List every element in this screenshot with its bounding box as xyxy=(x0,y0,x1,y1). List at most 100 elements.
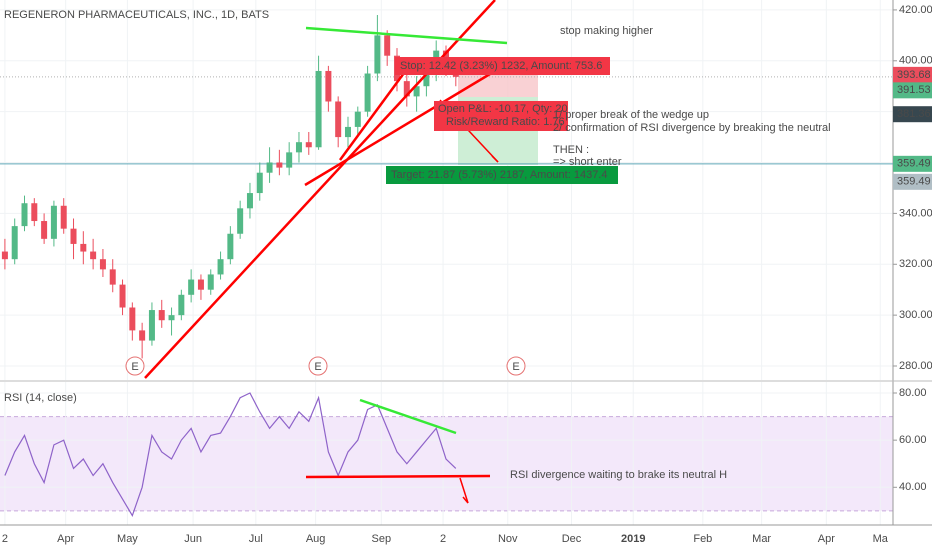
price-label-box xyxy=(893,82,932,99)
x-tick-label: Apr xyxy=(818,533,835,545)
annotation: stop making higher xyxy=(560,25,653,37)
candle-body xyxy=(256,172,263,194)
chart-title: REGENERON PHARMACEUTICALS, INC., 1D, BAT… xyxy=(4,9,269,21)
y-tick-label: 40.00 xyxy=(899,481,927,493)
earnings-marker xyxy=(125,356,145,376)
x-tick-label: Jul xyxy=(249,533,263,545)
candle-body xyxy=(158,310,165,321)
x-tick-label: Aug xyxy=(306,533,326,545)
candle-body xyxy=(384,35,391,56)
candle-body xyxy=(295,142,302,153)
candle-body xyxy=(178,294,185,316)
candle-body xyxy=(344,126,351,138)
price-label-box xyxy=(893,155,932,172)
price-label: 391.53 xyxy=(897,84,931,96)
x-tick-label: Apr xyxy=(57,533,74,545)
x-tick-label: 2 xyxy=(2,533,8,545)
x-tick-label: Feb xyxy=(693,533,712,545)
x-tick-label: 2019 xyxy=(621,533,645,545)
y-tick-label: 420.00 xyxy=(899,4,932,16)
x-tick-label: May xyxy=(117,533,138,545)
candle-body xyxy=(413,86,420,97)
candle-body xyxy=(266,162,273,173)
arrow-head xyxy=(462,496,469,504)
earnings-marker xyxy=(308,356,328,376)
rsi-annotation: RSI divergence waiting to brake its neut… xyxy=(510,469,727,481)
candle-body xyxy=(168,315,175,321)
y-tick-label: 300.00 xyxy=(899,309,932,321)
price-label: 381.36 xyxy=(897,108,931,120)
earnings-label: E xyxy=(314,361,321,373)
candle-body xyxy=(50,205,57,239)
candle-body xyxy=(286,152,293,168)
candle-body xyxy=(423,70,430,87)
candle-body xyxy=(217,259,224,275)
candle-body xyxy=(109,269,116,285)
candle-body xyxy=(21,203,28,227)
price-label: 393.68 xyxy=(897,69,931,81)
candle-body xyxy=(99,259,106,270)
candle-body xyxy=(90,251,97,260)
earnings-label: E xyxy=(131,361,138,373)
x-tick-label: 2 xyxy=(440,533,446,545)
arrow-head xyxy=(491,155,499,163)
candle-body xyxy=(70,228,77,244)
annotation: Stop: 12.42 (3.23%) 1232, Amount: 753.6 xyxy=(400,60,602,72)
price-label-box xyxy=(893,66,932,83)
price-label: 359.49 xyxy=(897,158,931,170)
annotation: 1/ proper break of the wedge up xyxy=(553,109,709,121)
y-tick-label: 280.00 xyxy=(899,360,932,372)
annotation: Risk/Reward Ratio: 1.76 xyxy=(446,116,565,128)
candle-body xyxy=(364,73,371,112)
resistance-line xyxy=(305,26,508,45)
candle-body xyxy=(246,193,253,209)
x-tick-label: Ma xyxy=(873,533,889,545)
annotation: => short enter xyxy=(553,156,622,168)
price-label: 359.49 xyxy=(897,176,931,188)
rsi-divergence-line xyxy=(359,398,457,435)
candle-body xyxy=(276,162,283,168)
candle-body xyxy=(207,274,214,290)
candle-body xyxy=(148,310,155,341)
earnings-marker xyxy=(506,356,526,376)
candle-body xyxy=(188,279,195,295)
y-tick-label: 400.00 xyxy=(899,55,932,67)
x-tick-label: Nov xyxy=(498,533,518,545)
rsi-title: RSI (14, close) xyxy=(4,392,77,404)
candle-body xyxy=(11,226,18,260)
price-label-box xyxy=(893,173,932,190)
annotation: 2/ confirmation of RSI divergence by bre… xyxy=(553,122,831,134)
candle-body xyxy=(403,81,410,97)
candle-body xyxy=(315,70,322,148)
y-tick-label: 80.00 xyxy=(899,387,927,399)
candle-body xyxy=(197,279,204,290)
candle-body xyxy=(325,70,332,102)
arrow xyxy=(459,477,469,504)
y-tick-label: 60.00 xyxy=(899,434,927,446)
annotation: THEN : xyxy=(553,144,589,156)
x-tick-label: Dec xyxy=(562,533,582,545)
x-tick-label: Jun xyxy=(184,533,202,545)
candle-body xyxy=(60,205,67,229)
candle-body xyxy=(31,203,38,222)
candle-body xyxy=(227,233,234,260)
y-tick-label: 320.00 xyxy=(899,258,932,270)
candle-body xyxy=(1,251,8,260)
candle-body xyxy=(335,101,342,138)
earnings-label: E xyxy=(512,361,519,373)
trend-line xyxy=(304,66,501,187)
x-tick-label: Mar xyxy=(752,533,771,545)
label-box xyxy=(386,166,618,184)
candle-body xyxy=(305,142,312,148)
annotation: Open P&L: -10.17, Qty: 20 xyxy=(438,103,568,115)
price-label-box xyxy=(893,106,932,123)
rsi-neutral-line xyxy=(305,474,491,479)
label-box xyxy=(434,101,568,131)
rsi-line xyxy=(4,392,457,517)
label-box xyxy=(395,57,610,75)
candle-body xyxy=(41,221,48,239)
annotation: Target: 21.87 (5.73%) 2187, Amount: 1437… xyxy=(391,169,607,181)
candle-body xyxy=(139,330,146,341)
y-tick-label: 340.00 xyxy=(899,207,932,219)
